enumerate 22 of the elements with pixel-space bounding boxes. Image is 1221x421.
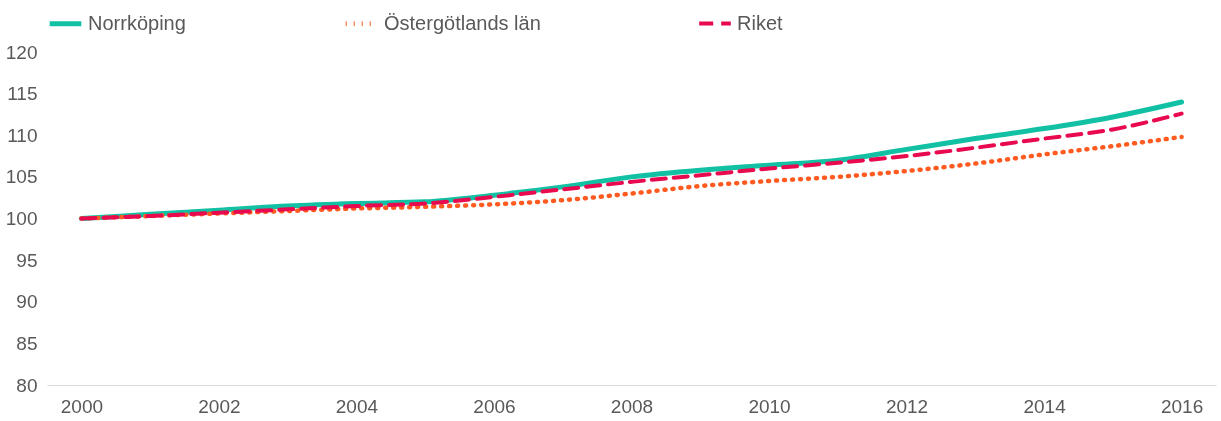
- y-tick-label: 105: [5, 166, 38, 188]
- y-tick-label: 115: [7, 83, 38, 105]
- y-tick-label: 80: [16, 374, 38, 396]
- legend-label: Östergötlands län: [384, 11, 541, 34]
- x-tick-label: 2016: [1160, 395, 1204, 417]
- y-tick-label: 95: [16, 249, 38, 271]
- x-tick-label: 2000: [60, 395, 104, 417]
- x-tick-label: 2014: [1023, 395, 1067, 417]
- x-tick-label: 2008: [610, 395, 654, 417]
- x-tick-label: 2010: [748, 395, 791, 417]
- y-tick-label: 110: [7, 124, 38, 146]
- x-tick-label: 2006: [473, 395, 516, 417]
- y-tick-label: 90: [16, 291, 38, 313]
- line-series: [79, 134, 1184, 221]
- y-tick-label: 100: [5, 208, 38, 229]
- y-tick-label: 120: [5, 41, 38, 63]
- legend-label: Riket: [737, 11, 784, 34]
- y-tick-label: 85: [16, 332, 38, 354]
- x-tick-label: 2004: [335, 395, 379, 417]
- x-tick-label: 2012: [885, 395, 929, 417]
- legend-label: Norrköping: [88, 11, 186, 34]
- x-tick-label: 2002: [198, 395, 241, 417]
